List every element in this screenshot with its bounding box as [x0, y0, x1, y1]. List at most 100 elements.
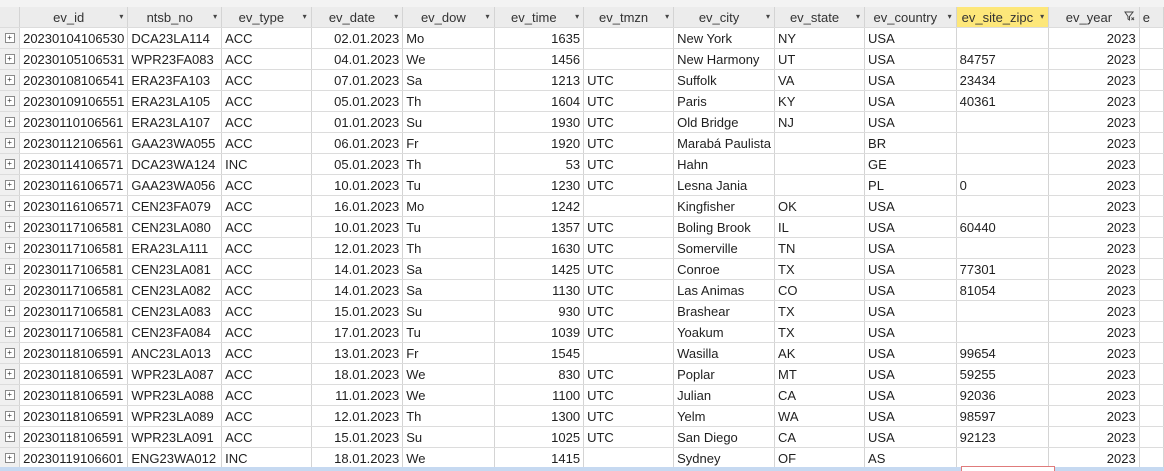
cell-ev-state[interactable]: TX — [774, 258, 866, 280]
cell-ev-type[interactable]: INC — [221, 447, 312, 469]
cell-ev-state[interactable] — [774, 174, 866, 196]
plus-box-icon[interactable]: + — [4, 411, 15, 422]
dropdown-arrow-icon[interactable]: ▾ — [213, 12, 218, 21]
cell-ntsb-no[interactable]: CEN23FA084 — [127, 321, 223, 343]
cell-extra[interactable] — [1139, 321, 1164, 343]
row-expand-button[interactable]: + — [0, 405, 21, 427]
cell-ev-year[interactable]: 2023 — [1048, 90, 1140, 112]
dropdown-arrow-icon[interactable]: ▾ — [485, 12, 490, 21]
cell-ev-country[interactable]: USA — [864, 27, 957, 49]
cell-ev-date[interactable]: 18.01.2023 — [311, 363, 404, 385]
cell-ntsb-no[interactable]: ERA23LA107 — [127, 111, 223, 133]
dropdown-arrow-icon[interactable]: ▾ — [119, 12, 124, 21]
cell-ev-year[interactable]: 2023 — [1048, 405, 1140, 427]
cell-ev-time[interactable]: 1357 — [494, 216, 585, 238]
cell-ev-state[interactable] — [774, 132, 866, 154]
cell-ev-city[interactable]: Sydney — [673, 447, 776, 469]
column-header-ev-type[interactable]: ev_type ▾ — [221, 7, 312, 28]
cell-ev-tmzn[interactable]: UTC — [583, 321, 675, 343]
cell-ev-time[interactable]: 1920 — [494, 132, 585, 154]
row-expand-button[interactable]: + — [0, 426, 21, 448]
cell-ev-state[interactable] — [774, 153, 866, 175]
cell-ev-type[interactable]: ACC — [221, 237, 312, 259]
cell-extra[interactable] — [1139, 216, 1164, 238]
table-row[interactable]: +20230117106581 CEN23FA084 ACC 17.01.2023 Tu… — [0, 321, 1164, 343]
cell-ev-site-zipcode[interactable] — [956, 132, 1050, 154]
table-row[interactable]: +20230118106591 WPR23LA087 ACC 18.01.2023 We… — [0, 363, 1164, 385]
cell-ntsb-no[interactable]: ANC23LA013 — [127, 342, 223, 364]
cell-ev-year[interactable]: 2023 — [1048, 27, 1140, 49]
cell-ev-city[interactable]: Conroe — [673, 258, 776, 280]
row-expand-button[interactable]: + — [0, 342, 21, 364]
new-record-row[interactable] — [0, 467, 1164, 471]
row-expand-button[interactable]: + — [0, 27, 21, 49]
cell-ev-id[interactable]: 20230117106581 — [19, 279, 129, 301]
cell-ev-type[interactable]: ACC — [221, 426, 312, 448]
row-expand-button[interactable]: + — [0, 111, 21, 133]
cell-ev-time[interactable]: 1025 — [494, 426, 585, 448]
cell-ev-date[interactable]: 12.01.2023 — [311, 405, 404, 427]
cell-extra[interactable] — [1139, 426, 1164, 448]
cell-ev-date[interactable]: 14.01.2023 — [311, 258, 404, 280]
cell-ev-tmzn[interactable] — [583, 27, 675, 49]
cell-ev-tmzn[interactable]: UTC — [583, 426, 675, 448]
cell-ev-dow[interactable]: Su — [402, 111, 495, 133]
cell-ev-dow[interactable]: Th — [402, 90, 495, 112]
cell-ntsb-no[interactable]: CEN23LA081 — [127, 258, 223, 280]
cell-ev-date[interactable]: 06.01.2023 — [311, 132, 404, 154]
cell-ev-date[interactable]: 05.01.2023 — [311, 90, 404, 112]
plus-box-icon[interactable]: + — [4, 75, 15, 86]
cell-extra[interactable] — [1139, 195, 1164, 217]
row-expand-button[interactable]: + — [0, 321, 21, 343]
cell-ev-year[interactable]: 2023 — [1048, 363, 1140, 385]
table-row[interactable]: +20230109106551 ERA23LA105 ACC 05.01.2023 Th… — [0, 90, 1164, 112]
table-row[interactable]: +20230117106581 CEN23LA080 ACC 10.01.2023 Tu… — [0, 216, 1164, 238]
column-header-ev-tmzn[interactable]: ev_tmzn ▾ — [583, 7, 675, 28]
cell-ev-tmzn[interactable] — [583, 48, 675, 70]
row-expand-button[interactable]: + — [0, 447, 21, 469]
row-expand-button[interactable]: + — [0, 48, 21, 70]
cell-ev-site-zipcode[interactable]: 81054 — [956, 279, 1050, 301]
cell-ev-id[interactable]: 20230117106581 — [19, 216, 129, 238]
cell-ev-dow[interactable]: Tu — [402, 216, 495, 238]
cell-ev-time[interactable]: 1130 — [494, 279, 585, 301]
cell-extra[interactable] — [1139, 279, 1164, 301]
cell-ev-state[interactable]: MT — [774, 363, 866, 385]
cell-extra[interactable] — [1139, 258, 1164, 280]
column-header-extra[interactable]: e — [1139, 7, 1164, 28]
table-row[interactable]: +20230114106571 DCA23WA124 INC 05.01.2023 Th… — [0, 153, 1164, 175]
cell-ntsb-no[interactable]: DCA23WA124 — [127, 153, 223, 175]
cell-ev-site-zipcode[interactable]: 59255 — [956, 363, 1050, 385]
cell-ev-date[interactable]: 15.01.2023 — [311, 300, 404, 322]
column-header-ev-id[interactable]: ev_id ▾ — [19, 7, 129, 28]
cell-ev-year[interactable]: 2023 — [1048, 258, 1140, 280]
cell-ev-country[interactable]: AS — [864, 447, 957, 469]
cell-ev-tmzn[interactable]: UTC — [583, 363, 675, 385]
table-row[interactable]: +20230118106591 ANC23LA013 ACC 13.01.2023 Fr… — [0, 342, 1164, 364]
column-header-ev-year[interactable]: ev_year — [1048, 7, 1140, 28]
cell-ev-date[interactable]: 16.01.2023 — [311, 195, 404, 217]
cell-extra[interactable] — [1139, 48, 1164, 70]
cell-ev-dow[interactable]: Su — [402, 426, 495, 448]
cell-ev-id[interactable]: 20230116106571 — [19, 195, 129, 217]
cell-ev-dow[interactable]: Fr — [402, 132, 495, 154]
row-expand-button[interactable]: + — [0, 237, 21, 259]
cell-ev-type[interactable]: ACC — [221, 195, 312, 217]
cell-ev-type[interactable]: ACC — [221, 321, 312, 343]
cell-ev-date[interactable]: 04.01.2023 — [311, 48, 404, 70]
cell-ntsb-no[interactable]: CEN23LA083 — [127, 300, 223, 322]
plus-box-icon[interactable]: + — [4, 264, 15, 275]
cell-ev-site-zipcode[interactable]: 23434 — [956, 69, 1050, 91]
row-expand-button[interactable]: + — [0, 384, 21, 406]
cell-ev-country[interactable]: USA — [864, 342, 957, 364]
dropdown-arrow-icon[interactable]: ▾ — [394, 12, 399, 21]
column-header-ev-state[interactable]: ev_state ▾ — [774, 7, 866, 28]
cell-ev-tmzn[interactable]: UTC — [583, 258, 675, 280]
cell-ev-id[interactable]: 20230118106591 — [19, 363, 129, 385]
table-row[interactable]: +20230112106561 GAA23WA055 ACC 06.01.2023 Fr… — [0, 132, 1164, 154]
cell-extra[interactable] — [1139, 342, 1164, 364]
cell-ev-time[interactable]: 1415 — [494, 447, 585, 469]
cell-ntsb-no[interactable]: WPR23LA089 — [127, 405, 223, 427]
cell-ev-id[interactable]: 20230105106531 — [19, 48, 129, 70]
cell-ev-city[interactable]: San Diego — [673, 426, 776, 448]
